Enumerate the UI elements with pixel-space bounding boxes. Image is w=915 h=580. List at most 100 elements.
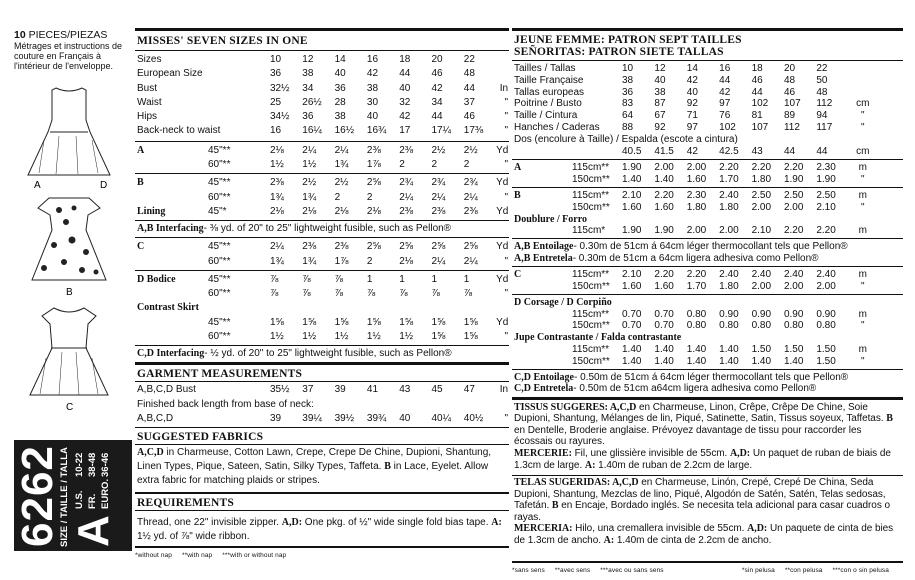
footnote: ***with or without nap (222, 552, 287, 560)
size-value: 1.90 (816, 174, 836, 186)
table-row: 115cm** 1.40 1.40 1.40 1.40 1.50 1.50 1.50 m (512, 344, 903, 356)
pattern-number-badge: 6262 SIZE / TAILLE / TALLA A U.S.10-22 F… (13, 440, 132, 551)
row-label: B (514, 189, 521, 201)
size-value: 1⅝ (270, 316, 284, 328)
size-value: ⅞ (431, 288, 440, 300)
bold-label: A: (584, 459, 596, 471)
fabric-width: 150cm** (572, 355, 610, 367)
size-value: 28 (334, 96, 346, 108)
table-row: B 115cm** 2.10 2.20 2.30 2.40 2.50 2.50 2.50 m (512, 190, 903, 202)
size-value: 1¾ (302, 255, 317, 267)
size-value: 1.40 (719, 343, 739, 355)
size-value: 44 (463, 82, 475, 94)
size-value: 42 (686, 74, 698, 86)
row-label (135, 287, 208, 301)
size-value: 2.20 (654, 269, 674, 281)
table-row: 60"** 1¾ 1¾ 1⅞ 2 2⅛ 2¼ 2¼ " (135, 255, 509, 269)
unit-label: Yd (496, 205, 509, 217)
size-value: ⅞ (302, 273, 311, 285)
size-value: 14 (334, 54, 346, 65)
unit-label (496, 53, 508, 67)
table-row: Hips 34½ 36 38 40 42 44 46 " (135, 110, 509, 124)
size-value: 2¼ (463, 191, 478, 203)
size-value: 1¾ (270, 255, 284, 267)
size-value: 2¾ (463, 177, 478, 189)
footnote: *sans sens (512, 566, 545, 574)
size-value: 2.20 (751, 162, 772, 174)
fabric-width: 115cm** (572, 189, 610, 201)
size-value: 1.40 (783, 355, 804, 367)
size-value: 1⅞ (334, 255, 349, 267)
row-label: Back-neck to waist (137, 125, 221, 137)
row-label (135, 255, 208, 269)
table-row: Contrast Skirt (135, 301, 509, 315)
euro-label: EURO. (100, 478, 111, 509)
table-row: Sizes 10 12 14 16 18 20 22 (135, 53, 509, 67)
size-value: 2.50 (816, 189, 836, 201)
size-value: 2⅛ (302, 205, 317, 217)
size-value: 43 (751, 145, 763, 157)
row-label (512, 320, 572, 332)
bold-label: A: (603, 535, 615, 547)
size-value: 40 (654, 74, 666, 86)
fabric-width: 60"** (208, 255, 231, 267)
yardage-group: B 115cm** 2.10 2.20 2.30 2.40 2.50 2.50 2.50 m 150… (512, 188, 903, 240)
yardage-group: A 115cm** 1.90 2.00 2.00 2.20 2.20 2.20 2.30 m 150… (512, 160, 903, 188)
footnote: ***con o sin pelusa (832, 566, 889, 574)
size-value: 1⅝ (463, 331, 478, 343)
size-value: 2 (366, 255, 373, 267)
nap-footnotes: *without nap **with nap ***with or without… (135, 548, 509, 563)
paragraph-text: 1.40m de cinta de 2.2cm de ancho. (614, 535, 772, 547)
garment-measurements-table: A,B,C,D Bust 35½ 37 39 41 43 45 47 In Finished ba… (135, 382, 509, 429)
interfacing-note-text: - ½ yd. of 20" to 25" lightweight fusibl… (204, 348, 452, 360)
size-value: 0.80 (783, 320, 804, 332)
size-value: 107 (783, 98, 801, 110)
table-row: Jupe Contrastante / Falda contrastante (512, 332, 903, 344)
size-value: 2.00 (783, 201, 804, 213)
size-value: 1½ (302, 159, 317, 171)
size-value: 38 (366, 82, 379, 94)
paragraph-text: 1½ yd. of ⅞" wide ribbon. (137, 531, 250, 543)
size-value: 2.00 (654, 162, 674, 174)
size-value: 46 (463, 111, 475, 123)
row-label: Tallas europeas (514, 86, 585, 98)
interfacing-note-title: A,B Interfacing (137, 223, 204, 235)
size-value: 1.90 (783, 174, 804, 186)
table-row: Waist 25 26½ 28 30 32 34 37 " (135, 96, 509, 110)
fabric-width (572, 87, 622, 99)
size-value: 1.40 (622, 355, 642, 367)
size-value: 2.40 (719, 189, 739, 201)
fabric-width: 60"** (208, 159, 231, 171)
size-value: ⅞ (270, 288, 279, 300)
interfacing-note: C,D Entoilage- 0.50m de 51cm á 64cm lége… (514, 372, 901, 384)
size-value: 36 (334, 82, 346, 94)
size-value: 2¾ (399, 177, 414, 189)
row-label: Hips (137, 111, 158, 123)
size-value: 0.90 (783, 308, 804, 320)
fabric-width (208, 124, 270, 138)
size-value: 1.90 (622, 162, 642, 174)
size-value: 1.40 (622, 343, 642, 355)
size-value: 0.80 (686, 308, 707, 320)
table-row: 115cm** 0.70 0.70 0.80 0.90 0.90 0.90 0.90 m (512, 309, 903, 321)
size-value: 43 (399, 384, 411, 396)
size-value: 2½ (463, 144, 478, 156)
view-c-dress-illustration (29, 307, 109, 396)
unit-label: " (504, 125, 509, 137)
size-value: 2 (366, 191, 373, 203)
size-value: 36 (622, 86, 634, 98)
fabric-width: 60"** (208, 288, 231, 300)
paragraph-text: Thread, one 22" invisible zipper. (137, 517, 282, 529)
unit-label: " (860, 201, 865, 213)
row-label: Taille / Cintura (514, 110, 578, 122)
size-value: 40 (686, 86, 698, 98)
footnote: *sin pelusa (741, 566, 775, 574)
row-label (512, 146, 572, 158)
row-label: Dos (encolure à Taille) / Espalda (escot… (514, 133, 738, 145)
size-value: 14 (686, 63, 698, 74)
fabric-width (572, 98, 622, 110)
size-value: 16 (719, 63, 731, 74)
row-label (512, 309, 572, 321)
size-value: 35½ (270, 384, 290, 396)
size-value: 71 (686, 110, 698, 122)
